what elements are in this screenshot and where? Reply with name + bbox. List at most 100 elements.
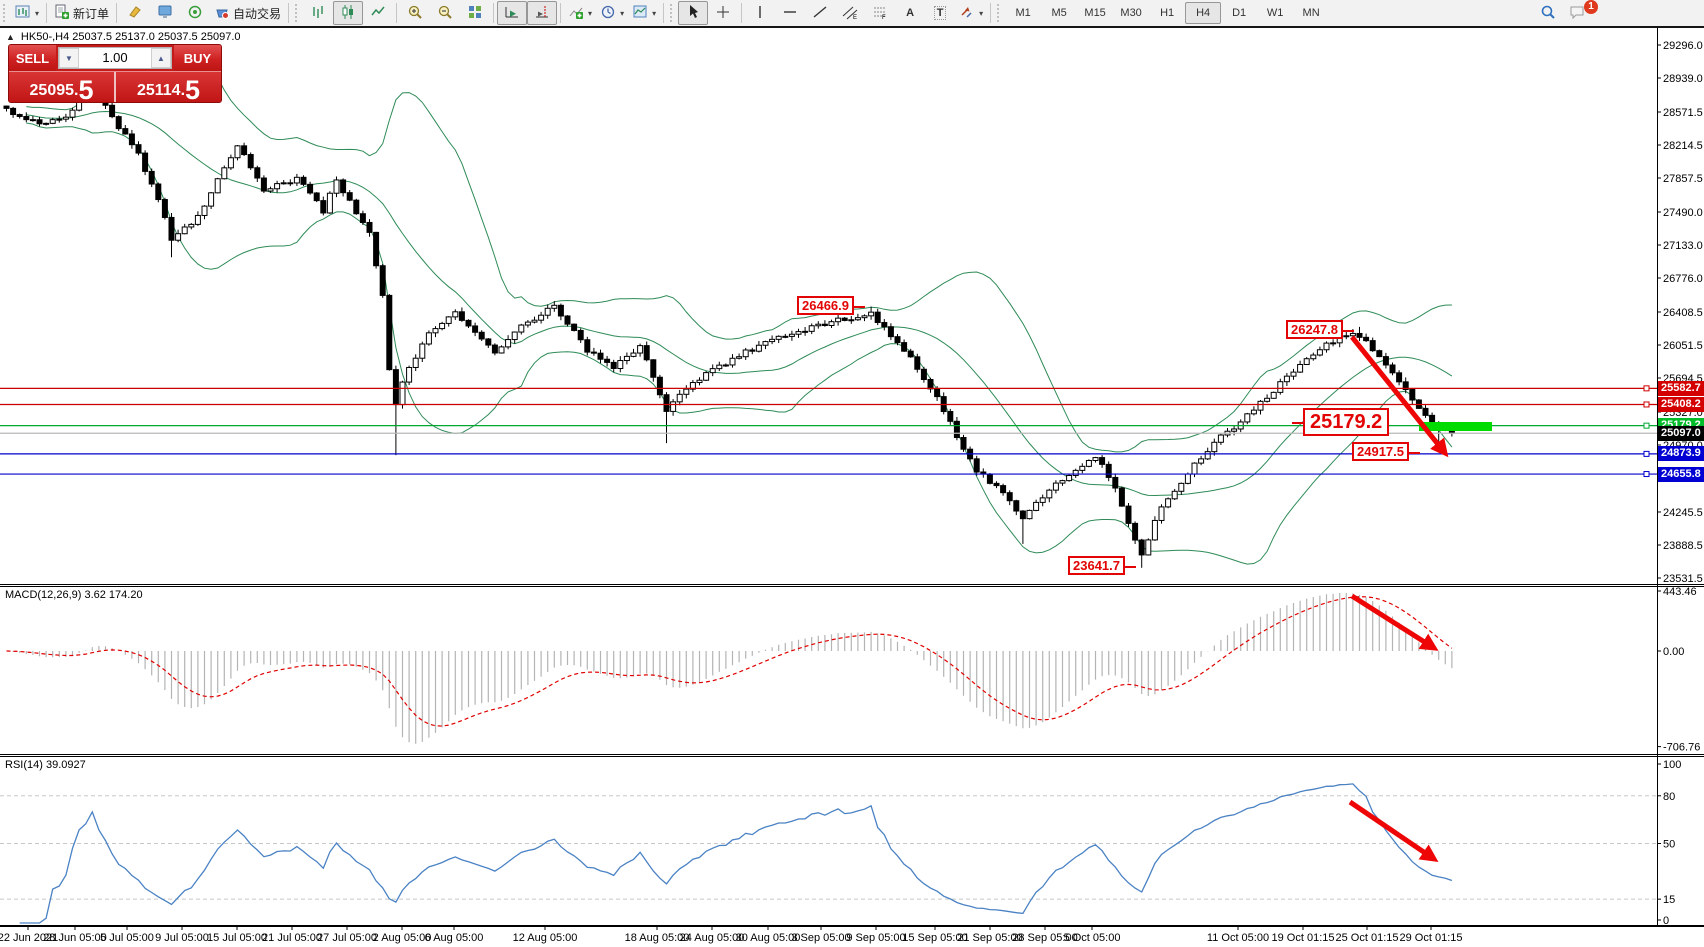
volume-input[interactable]: 1.00 [102,50,128,65]
styler-button[interactable] [120,1,150,25]
trend-arrows[interactable] [1348,335,1449,863]
volume-increase-button[interactable]: ▲ [151,48,171,68]
sell-price-fraction: 5 [78,75,94,103]
zoom-out-button[interactable] [430,1,460,25]
vertical-line-tool[interactable] [745,1,775,25]
tab-timeframe-m15[interactable]: M15 [1084,7,1106,19]
price-tick-label: 26051.5 [1663,340,1703,352]
macd-pane [6,593,1453,744]
templates-button[interactable]: ▾ [628,1,660,25]
chevron-down-icon: ▾ [35,8,40,18]
autotrading-icon [214,4,230,23]
tab-timeframe-m5[interactable]: M5 [1051,7,1067,19]
time-tick-label: 5 Oct 05:00 [1064,932,1121,944]
rsi-axis-label: 0 [1663,915,1669,927]
tab-timeframe-d1[interactable]: D1 [1232,7,1247,19]
auto-scroll-icon [504,4,520,23]
zoom-in-button[interactable] [400,1,430,25]
new-order-label: 新订单 [73,6,110,21]
separator [493,3,495,23]
time-axis-border [0,925,1704,927]
signals-button[interactable] [180,1,210,25]
crosshair-button[interactable] [708,1,738,25]
price-annotation[interactable]: 24917.5 [1352,442,1420,461]
tab-timeframe-m30[interactable]: M30 [1120,7,1142,19]
tab-timeframe-w1[interactable]: W1 [1266,7,1284,19]
chart-window-icon [15,4,31,23]
chart-shift-button[interactable] [527,1,558,25]
price-tick-label: 23531.5 [1663,573,1703,585]
highlight-zone[interactable] [1419,422,1492,431]
time-tick-label: 5 Jul 05:00 [100,932,154,944]
rsi-axis-label: 100 [1663,759,1681,771]
arrows-tool[interactable]: ▾ [955,1,987,25]
price-annotation[interactable]: 26247.8 [1286,320,1354,339]
collapse-triangle-icon[interactable]: ▲ [6,32,15,42]
time-tick-label: 29 Oct 01:15 [1400,932,1463,944]
line-chart-button[interactable] [363,1,393,25]
line-chart-icon [370,4,386,23]
buy-price-fraction: 5 [185,75,201,103]
rsi-axis-label: 15 [1663,894,1675,906]
time-tick-label: 3 Sep 05:00 [791,932,850,944]
price-tag: 24655.8 [1658,466,1704,482]
autotrading-button[interactable]: 自动交易 [210,1,285,25]
fibonacci-tool[interactable]: F [865,1,895,25]
pane-separator[interactable] [0,754,1704,755]
market-watch-button[interactable] [150,1,180,25]
search-button[interactable] [1533,1,1563,25]
red-trend-arrow [1350,593,1439,651]
notification-badge: 1 [1584,0,1598,14]
separator [990,3,992,23]
toolbar-drag-handle [3,4,8,22]
candles [3,84,1455,568]
price-tick-label: 24245.5 [1663,507,1703,519]
chart-window-button[interactable]: ▾ [11,1,43,25]
candlestick-chart-button[interactable] [333,1,364,25]
line-anchor-handle [1643,450,1650,457]
indicators-add-icon [568,4,584,23]
tab-timeframe-mn[interactable]: MN [1302,7,1320,19]
price-annotation[interactable]: 25179.2 [1291,408,1390,436]
channel-tool[interactable]: E [835,1,865,25]
notifications-button[interactable]: 1 [1563,0,1598,25]
buy-button[interactable]: BUY [174,45,221,71]
zoom-out-icon [437,4,453,23]
tab-timeframe-h1[interactable]: H1 [1160,7,1175,19]
bar-chart-button[interactable] [303,1,333,25]
price-annotation[interactable]: 23641.7 [1068,556,1136,575]
auto-scroll-button[interactable] [497,1,528,25]
chart-shift-icon [534,4,550,23]
cursor-button[interactable] [678,1,709,25]
horizontal-line-tool[interactable] [775,1,805,25]
volume-decrease-button[interactable]: ▼ [59,48,79,68]
chevron-down-icon: ▾ [652,8,657,18]
buy-price-display[interactable]: 25114. 5 [116,72,221,103]
periods-button[interactable]: ▾ [596,1,628,25]
template-icon [632,4,648,23]
trendline-tool[interactable] [805,1,835,25]
buy-price-main: 25114. [136,82,186,99]
indicators-button[interactable]: ▾ [564,1,596,25]
line-anchor-handle [1643,385,1650,392]
red-trend-arrow [1348,799,1439,863]
price-annotation[interactable]: 26466.9 [797,296,865,315]
pane-separator[interactable] [0,584,1704,585]
text-icon: A [906,7,915,19]
new-order-button[interactable]: 新订单 [50,1,113,25]
text-label-tool[interactable]: T [925,1,955,25]
price-tag: 24873.9 [1658,446,1704,462]
price-axis: 29296.0 28939.0 28571.5 28214.5 27857.5 27490… [1657,40,1703,927]
time-tick-label: 12 Aug 05:00 [513,932,578,944]
text-tool[interactable]: A [895,1,925,25]
one-click-trading-panel: SELL ▼ 1.00 ▲ BUY 25095. 5 25114. 5 [8,44,222,103]
tab-timeframe-m1[interactable]: M1 [1015,7,1031,19]
sell-price-display[interactable]: 25095. 5 [9,72,116,103]
tab-timeframe-h4[interactable]: H4 [1185,2,1222,24]
chevron-down-icon: ▾ [979,8,984,18]
tile-windows-button[interactable] [460,1,490,25]
sell-button[interactable]: SELL [9,45,56,71]
vertical-line-icon [752,4,768,23]
